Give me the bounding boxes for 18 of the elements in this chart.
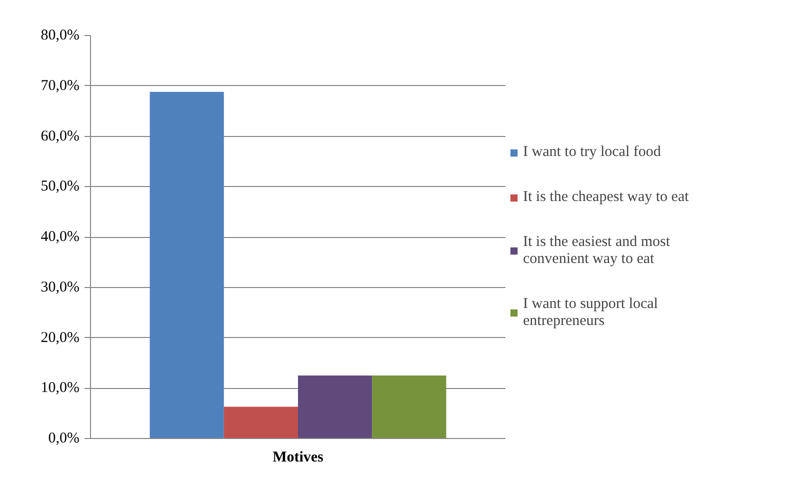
legend-label: It is the cheapest way to eat	[523, 188, 689, 206]
bar	[150, 92, 224, 438]
y-tick-label: 60,0%	[40, 128, 80, 144]
y-tick-label: 40,0%	[40, 229, 80, 245]
bar	[298, 376, 372, 438]
legend-label: I want to support local entrepreneurs	[523, 296, 658, 330]
y-tick-label: 10,0%	[40, 380, 80, 396]
y-tick-label: 80,0%	[40, 28, 80, 44]
bar	[372, 376, 446, 438]
y-tick-label: 30,0%	[40, 279, 80, 296]
legend-label: It is the easiest and most convenient way to eat	[523, 234, 670, 268]
x-tick-label: Motives	[272, 450, 324, 466]
bar	[224, 406, 298, 438]
legend-label: I want to try local food	[523, 144, 661, 160]
y-tick-label: 20,0%	[40, 330, 80, 346]
y-tick-label: 50,0%	[40, 178, 80, 195]
y-tick-label: 70,0%	[40, 78, 80, 94]
y-tick-label: 0,0%	[48, 430, 80, 446]
